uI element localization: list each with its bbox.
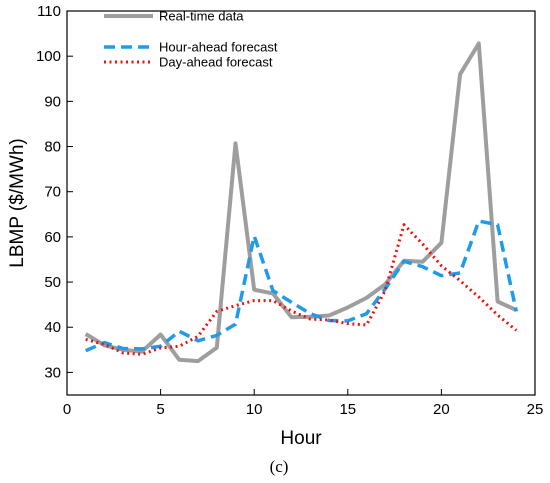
y-tick-label: 60	[44, 229, 61, 246]
legend-label-hour-ahead: Hour-ahead forecast	[159, 40, 278, 55]
x-tick-label: 20	[433, 401, 450, 418]
x-axis-title: Hour	[280, 428, 322, 449]
y-tick-label: 40	[44, 319, 61, 336]
series-line-real-time-data	[84, 41, 518, 364]
legend-label-day-ahead: Day-ahead forecast	[159, 55, 273, 70]
x-tick-label: 5	[156, 401, 164, 418]
y-tick-label: 110	[37, 3, 61, 20]
x-tick-label: 15	[339, 401, 356, 418]
x-tick-label: 10	[246, 401, 263, 418]
y-tick-label: 70	[44, 184, 61, 201]
y-tick-label: 30	[44, 364, 61, 381]
y-tick-label: 80	[44, 139, 61, 156]
y-tick-label: 90	[44, 93, 61, 110]
figure-caption: (c)	[270, 457, 289, 476]
series-layer	[84, 41, 519, 364]
x-tick-label: 0	[63, 401, 71, 418]
legend-label-real-time: Real-time data	[159, 9, 244, 24]
y-tick-label: 100	[36, 48, 61, 65]
axis-layer: 0 5 10 15 20 25 30 40 50 60 70 80 90 100 110	[36, 3, 543, 418]
y-tick-label: 50	[44, 274, 61, 291]
plot-frame	[66, 10, 536, 396]
series-line-day-ahead-forecast	[85, 223, 518, 356]
y-axis-title: LBMP ($/MWh)	[7, 138, 28, 268]
legend: Real-time data Hour-ahead forecast Day-a…	[104, 9, 278, 70]
x-tick-label: 25	[527, 401, 544, 418]
series-line-hour-ahead-forecast	[85, 219, 519, 353]
